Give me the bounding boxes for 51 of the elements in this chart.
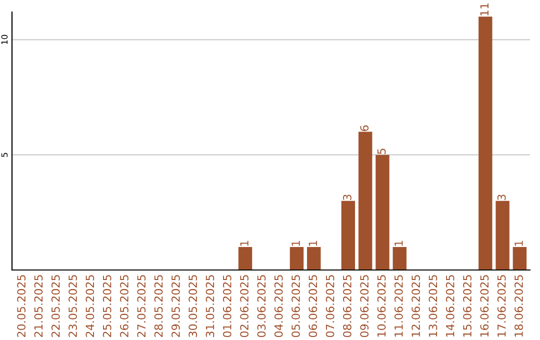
data-label: 1 <box>240 240 248 246</box>
bar <box>341 200 356 270</box>
x-tick-label: 10.06.2025 <box>377 275 386 337</box>
data-label: 1 <box>292 240 300 246</box>
bar <box>238 246 252 270</box>
x-tick-label: 02.06.2025 <box>240 275 248 338</box>
x-tick-label: 03.06.2025 <box>257 275 266 338</box>
x-tick-label: 07.06.2025 <box>326 275 334 338</box>
x-tick-label: 28.05.2025 <box>154 275 163 337</box>
x-tick-label: 05.06.2025 <box>292 275 300 338</box>
data-label: 6 <box>360 125 369 132</box>
x-tick-label: 08.06.2025 <box>343 275 352 338</box>
x-tick-label: 27.05.2025 <box>137 275 146 337</box>
x-tick-label: 17.06.2025 <box>497 275 506 337</box>
x-tick-label: 26.05.2025 <box>120 275 128 337</box>
x-tick-label: 12.06.2025 <box>412 275 420 337</box>
bar <box>392 246 407 270</box>
x-tick-label: 23.05.2025 <box>68 275 77 337</box>
bar <box>512 246 527 270</box>
x-tick-label: 24.05.2025 <box>86 275 94 337</box>
x-tick-label: 04.06.2025 <box>274 275 283 338</box>
x-tick-label: 09.06.2025 <box>360 275 369 338</box>
x-tick-label: 13.06.2025 <box>428 275 438 337</box>
bar <box>376 154 390 270</box>
data-label: 1 <box>394 240 403 246</box>
bar <box>358 132 372 270</box>
data-label: 11 <box>480 3 488 16</box>
x-tick-label: 31.05.2025 <box>206 275 214 337</box>
bar <box>496 200 510 270</box>
x-tick-label: 22.05.2025 <box>51 275 60 337</box>
x-tick-label: 14.06.2025 <box>446 275 454 337</box>
data-label: 1 <box>308 240 317 246</box>
x-tick-label: 16.06.2025 <box>480 275 489 337</box>
data-label: 3 <box>343 194 352 200</box>
x-tick-label: 15.06.2025 <box>463 275 472 337</box>
x-tick-label: 06.06.2025 <box>308 275 318 338</box>
x-tick-label: 30.05.2025 <box>188 275 198 337</box>
data-label: 5 <box>377 148 386 154</box>
x-tick-label: 18.06.2025 <box>514 275 523 337</box>
x-tick-label: 25.05.2025 <box>102 275 112 337</box>
bar <box>478 16 492 270</box>
bar <box>307 246 321 270</box>
y-tick-label: 10 <box>1 34 8 44</box>
data-label: 1 <box>514 240 523 246</box>
x-tick-label: 01.06.2025 <box>222 275 232 338</box>
x-tick-label: 29.05.2025 <box>171 275 180 337</box>
x-tick-label: 11.06.2025 <box>394 275 403 337</box>
data-label: 3 <box>497 194 506 200</box>
bar <box>290 246 304 270</box>
x-tick-label: 20.05.2025 <box>17 275 26 337</box>
x-tick-label: 21.05.2025 <box>34 275 43 337</box>
